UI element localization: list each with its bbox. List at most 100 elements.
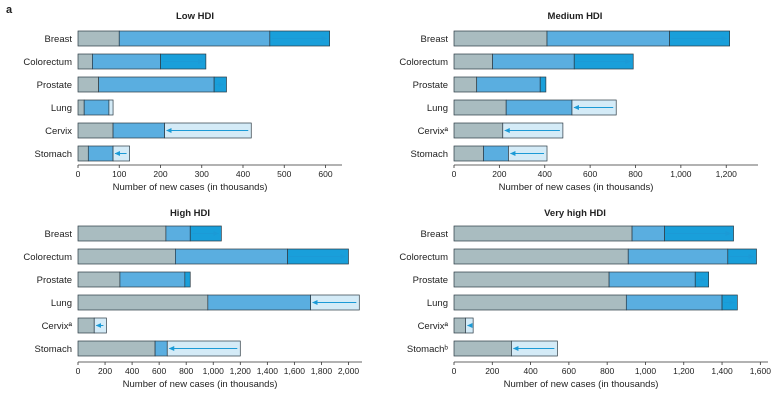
chart-title: Low HDI: [176, 11, 214, 22]
bar-segment-2: [207, 294, 311, 311]
bar-segment-2: [546, 30, 670, 47]
chart-panel-4: Very high HDI Breast Colorectum Prostate Lun…: [399, 208, 771, 390]
bar-segment-2: [98, 76, 215, 93]
bar-row-breast: Breast: [421, 225, 734, 242]
category-label: Prostate: [413, 275, 448, 286]
category-label: Stomach: [35, 344, 73, 355]
category-label: Breast: [45, 229, 73, 240]
bar-segment-1: [453, 340, 512, 357]
x-tick-label: 1,200: [673, 366, 695, 376]
bar-segment-1: [453, 225, 633, 242]
bar-row-prostate: Prostate: [413, 271, 709, 288]
bar-segment-2: [476, 76, 541, 93]
bar-row-breast: Breast: [45, 225, 222, 242]
x-tick-label: 0: [76, 169, 81, 179]
bar-segment-3: [184, 271, 191, 288]
category-label: Colorectum: [23, 252, 72, 263]
bar-row-prostate: Prostate: [37, 271, 191, 288]
bar-segment-1: [453, 99, 507, 116]
x-tick-label: 1,400: [711, 366, 733, 376]
x-tick-label: 0: [452, 169, 457, 179]
bar-segment-1: [77, 248, 176, 265]
category-label: Breast: [45, 34, 73, 45]
bar-row-cervix: Cervix: [45, 122, 252, 139]
category-label: Prostate: [37, 80, 72, 91]
bar-segment-2: [119, 271, 186, 288]
bar-segment-1: [77, 145, 89, 162]
bar-row-colorectum: Colorectum: [399, 248, 757, 265]
bar-segment-2: [118, 30, 271, 47]
bar-segment-1: [77, 271, 121, 288]
category-label: Breast: [421, 34, 449, 45]
bar-row-lung: Lung: [51, 294, 360, 311]
chart-panel-2: Medium HDI Breast Colorectum Prostate Lung Ce…: [399, 11, 758, 193]
x-tick-label: 800: [628, 169, 642, 179]
x-tick-label: 200: [153, 169, 167, 179]
bar-segment-2: [87, 145, 114, 162]
bar-row-lung: Lung: [427, 294, 738, 311]
x-tick-label: 0: [452, 366, 457, 376]
bar-segment-1: [77, 340, 156, 357]
chart-panel-3: High HDI Breast Colorectum Prostate Lung Cerv…: [23, 208, 362, 390]
x-tick-label: 600: [318, 169, 332, 179]
bar-segment-2: [92, 53, 161, 70]
category-label: Lung: [51, 298, 72, 309]
bar-segment-2: [625, 294, 723, 311]
bar-segment-1: [77, 30, 120, 47]
bar-segment-1: [77, 99, 85, 116]
bar-segment-2: [165, 225, 191, 242]
x-tick-label: 1,600: [750, 366, 772, 376]
bar-segment-2: [505, 99, 573, 116]
category-label: Colorectum: [23, 57, 72, 68]
bar-row-lung: Lung: [51, 99, 114, 116]
chart-title: High HDI: [170, 208, 210, 219]
category-label: Stomach: [411, 149, 449, 160]
bar-segment-1: [453, 122, 504, 139]
bar-segment-2: [154, 340, 168, 357]
bar-row-cervix: Cervixª: [418, 317, 474, 334]
x-tick-label: 600: [562, 366, 576, 376]
x-tick-label: 1,000: [635, 366, 657, 376]
bar-segment-1: [453, 271, 610, 288]
category-label: Prostate: [413, 80, 448, 91]
x-tick-label: 100: [112, 169, 126, 179]
bar-segment-1: [77, 122, 114, 139]
x-tick-label: 200: [485, 366, 499, 376]
bar-row-stomach: Stomach: [411, 145, 548, 162]
bar-segment-2: [608, 271, 696, 288]
x-tick-label: 400: [523, 366, 537, 376]
bar-segment-1: [453, 76, 478, 93]
category-label: Stomachᵇ: [407, 344, 448, 355]
bar-row-stomach: Stomach: [35, 340, 241, 357]
bar-segment-1: [453, 30, 548, 47]
bar-segment-2: [627, 248, 729, 265]
x-tick-label: 800: [600, 366, 614, 376]
x-tick-label: 1,000: [670, 169, 692, 179]
category-label: Lung: [51, 103, 72, 114]
x-tick-label: 200: [98, 366, 112, 376]
bar-segment-1: [453, 317, 466, 334]
x-tick-label: 1,800: [311, 366, 333, 376]
category-label: Lung: [427, 298, 448, 309]
bar-segment-3: [108, 99, 114, 116]
x-tick-label: 1,200: [230, 366, 252, 376]
category-label: Cervixª: [42, 321, 73, 332]
bar-row-prostate: Prostate: [37, 76, 227, 93]
bar-segment-1: [77, 53, 93, 70]
x-tick-label: 400: [538, 169, 552, 179]
x-tick-label: 200: [492, 169, 506, 179]
x-axis-label: Number of new cases (in thousands): [499, 182, 654, 193]
x-tick-label: 1,000: [203, 366, 225, 376]
bar-segment-1: [77, 317, 95, 334]
bar-row-colorectum: Colorectum: [23, 53, 207, 70]
x-tick-label: 600: [583, 169, 597, 179]
x-tick-label: 2,000: [338, 366, 360, 376]
x-tick-label: 0: [76, 366, 81, 376]
category-label: Colorectum: [399, 252, 448, 263]
bar-segment-2: [112, 122, 165, 139]
category-label: Cervixª: [418, 126, 449, 137]
category-label: Colorectum: [399, 57, 448, 68]
bar-segment-2: [492, 53, 575, 70]
bar-segment-3: [539, 76, 547, 93]
